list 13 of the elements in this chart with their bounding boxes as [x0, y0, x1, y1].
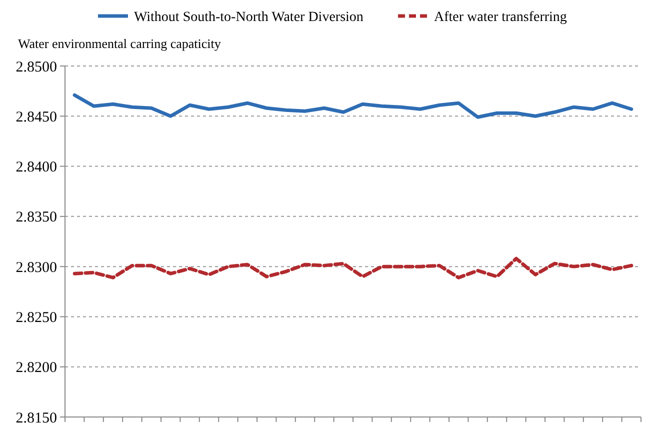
y-tick-label: 2.8150: [16, 410, 57, 425]
y-tick-label: 2.8350: [16, 210, 57, 226]
y-tick-label: 2.8300: [16, 260, 57, 276]
y-tick-label: 2.8400: [16, 160, 57, 176]
y-tick-label: 2.8200: [16, 360, 57, 376]
y-tick-label: 2.8250: [16, 310, 57, 326]
y-axis-title: Water environmental carring capaticity: [18, 36, 222, 51]
legend-label: Without South-to-North Water Diversion: [134, 10, 364, 25]
y-tick-label: 2.8500: [16, 59, 57, 76]
y-tick-label: 2.8450: [16, 109, 57, 126]
line-series: [72, 256, 634, 280]
line-series: [72, 93, 634, 119]
legend-label: After water transferring: [434, 10, 567, 25]
